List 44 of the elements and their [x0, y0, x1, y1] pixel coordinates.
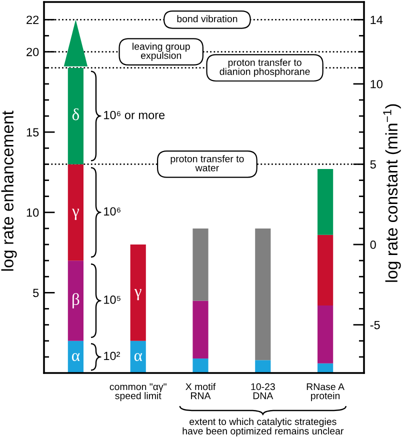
y2-axis-title: log rate constant (min$^{−1}$)	[383, 104, 401, 282]
bar	[318, 234, 334, 306]
data-label: δ	[72, 108, 79, 120]
ref-line-label: proton transfer to water	[170, 155, 244, 172]
bar	[68, 164, 84, 261]
annotation: 10⁶ or more	[104, 110, 165, 120]
y-tick-label: 15	[26, 128, 39, 136]
text: extent to which catalytic strategies have been optimized remains unclear	[182, 418, 344, 436]
bar	[68, 340, 84, 373]
data-label: α	[134, 353, 142, 362]
x-tick-label: RNase A protein	[306, 383, 344, 402]
y2-tick-label: 14	[370, 16, 383, 24]
y-tick-label: 20	[26, 48, 39, 56]
bar	[255, 360, 271, 373]
y-tick-label: 5	[33, 288, 39, 298]
y-tick-label: 10	[26, 208, 39, 217]
bar	[318, 169, 334, 235]
bar	[192, 358, 208, 373]
ref-line-label: leaving group expulsion	[132, 42, 190, 61]
x-tick-label: common "αγ" speed limit	[110, 383, 166, 402]
bar	[130, 340, 146, 373]
bar	[255, 228, 271, 360]
bar	[192, 228, 208, 301]
ref-line-label: proton transfer to dianion phosphorane	[220, 58, 310, 77]
bar	[68, 260, 84, 341]
x-tick-label: 10-23 DNA	[251, 383, 275, 400]
bar	[318, 306, 334, 364]
y-axis-title: log rate enhancement	[1, 110, 17, 271]
annotation: 10⁶	[104, 207, 120, 216]
annotation: 10²	[104, 352, 120, 360]
ref-line-label: bond vibration	[177, 15, 238, 22]
data-label: γ	[134, 289, 142, 300]
y2-tick-label: -5	[370, 320, 380, 330]
y2-tick-label: 10	[370, 80, 383, 88]
data-label: γ	[72, 208, 79, 220]
data-label: β	[72, 293, 80, 308]
annotation: 10⁵	[104, 296, 120, 304]
y2-tick-label: 5	[370, 160, 376, 169]
bar	[192, 300, 208, 359]
bar	[130, 244, 146, 341]
y2-tick-label: 0	[370, 240, 376, 249]
y-tick-label: 22	[26, 16, 39, 24]
data-label: α	[72, 353, 80, 362]
x-tick-label: X motif RNA	[186, 383, 216, 400]
